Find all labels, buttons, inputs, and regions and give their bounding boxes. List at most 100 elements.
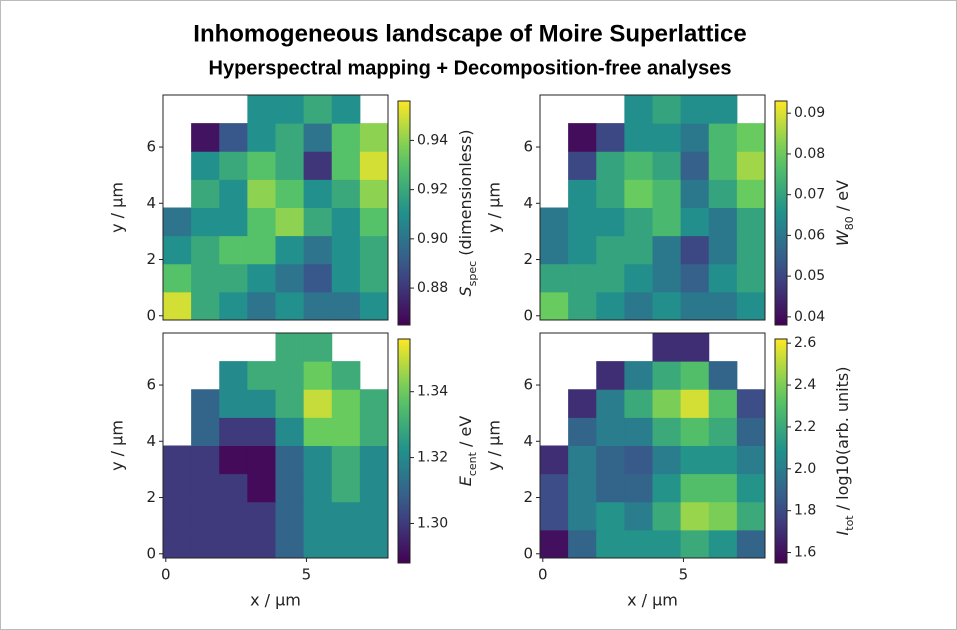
heatmap-cell xyxy=(652,235,682,265)
y-tick-label: 0 xyxy=(523,306,533,324)
heatmap-cell xyxy=(359,151,389,180)
heatmap-cell xyxy=(680,291,710,321)
heatmap-cell xyxy=(191,123,220,152)
heatmap-cell xyxy=(708,291,738,321)
y-tick-label: 2 xyxy=(146,250,156,268)
colorbar-tick-label: 1.6 xyxy=(794,545,816,561)
heatmap-cell xyxy=(736,445,766,475)
heatmap-cell xyxy=(303,389,333,418)
heatmap-cell xyxy=(736,151,766,180)
heatmap-cell xyxy=(736,501,766,531)
heatmap-cell xyxy=(596,123,625,152)
colorbar-tick-label: 2.4 xyxy=(794,377,816,393)
heatmap-cell xyxy=(359,207,389,237)
heatmap-cell xyxy=(247,473,276,503)
heatmap-cell xyxy=(303,333,333,362)
heatmap-cell xyxy=(624,445,653,475)
heatmap-cell xyxy=(331,207,361,237)
y-axis-label: y / µm xyxy=(485,420,504,471)
heatmap-cell xyxy=(680,151,710,180)
heatmap-cell xyxy=(624,417,653,446)
slide-title: Inhomogeneous landscape of Moire Superla… xyxy=(193,20,746,47)
heatmap-cell xyxy=(708,473,738,503)
heatmap-cell xyxy=(540,501,569,531)
colorbar-tick-label: 0.04 xyxy=(794,309,825,325)
y-tick-label: 6 xyxy=(146,376,156,394)
colorbar-label-main: S xyxy=(456,286,475,296)
heatmap-cell xyxy=(303,179,333,208)
heatmap-cell xyxy=(540,263,569,293)
heatmap-cell xyxy=(191,235,220,265)
y-axis-label: y / µm xyxy=(108,420,127,471)
heatmap-cell xyxy=(331,123,361,152)
heatmap-cell xyxy=(680,417,710,446)
heatmap-cell xyxy=(736,179,766,208)
heatmap-cell xyxy=(247,501,276,531)
heatmap-cell xyxy=(652,445,682,475)
heatmap-cell xyxy=(568,151,597,180)
heatmap-cell xyxy=(359,417,389,446)
heatmap-cell xyxy=(568,235,597,265)
heatmap-cell xyxy=(275,473,305,503)
colorbar-label: W80 / eV xyxy=(833,180,856,246)
heatmap-cell xyxy=(275,445,305,475)
heatmap-cell xyxy=(303,529,333,559)
heatmap-cell xyxy=(331,445,361,475)
heatmap-cell xyxy=(359,123,389,152)
heatmap-cell xyxy=(275,151,305,180)
heatmap-cell xyxy=(191,179,220,208)
plot-frame xyxy=(162,332,389,559)
heatmap-cell xyxy=(359,445,389,475)
colorbar-label-rest: / eV xyxy=(456,416,475,452)
heatmap-cell xyxy=(163,291,192,321)
heatmap-cell xyxy=(652,501,682,531)
heatmap-cell xyxy=(708,151,738,180)
heatmap-cell xyxy=(680,235,710,265)
heatmap-cell xyxy=(652,263,682,293)
colorbar-label: Ecent / eV xyxy=(456,416,479,487)
heatmap-cell xyxy=(596,389,625,418)
heatmap-cell xyxy=(219,151,248,180)
heatmap-cell xyxy=(596,361,625,390)
heatmap-cell xyxy=(708,123,738,152)
colorbar-tick-label: 0.94 xyxy=(417,132,448,148)
x-axis-label: x / µm xyxy=(250,591,301,610)
heatmap-cell xyxy=(736,235,766,265)
y-tick-label: 0 xyxy=(146,544,156,562)
heatmap-cell xyxy=(708,389,738,418)
heatmap-cell xyxy=(275,529,305,559)
heatmap-cell xyxy=(275,291,305,321)
heatmap-cell xyxy=(247,263,276,293)
heatmap-cell xyxy=(275,179,305,208)
heatmap-cell xyxy=(624,263,653,293)
colorbar-label-sub: 80 xyxy=(843,216,856,230)
heatmap-cell xyxy=(191,417,220,446)
heatmap-cell xyxy=(331,235,361,265)
heatmap-cell xyxy=(191,445,220,475)
heatmap-cell xyxy=(624,207,653,237)
heatmap-cell xyxy=(359,179,389,208)
heatmap-cell xyxy=(652,389,682,418)
heatmap-cell xyxy=(652,207,682,237)
heatmap-cell xyxy=(652,417,682,446)
colorbar xyxy=(774,100,788,326)
heatmap-cell xyxy=(680,333,710,362)
heatmap-cell xyxy=(331,361,361,390)
heatmap-cell xyxy=(652,473,682,503)
heatmap-cell xyxy=(568,291,597,321)
heatmap-cell xyxy=(247,389,276,418)
heatmap-cell xyxy=(303,151,333,180)
heatmap-cell xyxy=(359,235,389,265)
y-tick-label: 2 xyxy=(523,488,533,506)
heatmap-cell xyxy=(247,445,276,475)
heatmap-cell xyxy=(331,417,361,446)
heatmap-cell xyxy=(680,123,710,152)
y-tick-label: 2 xyxy=(146,488,156,506)
colorbar-tick-label: 0.90 xyxy=(417,231,448,247)
y-tick-label: 4 xyxy=(146,432,156,450)
colorbar-tick-label: 0.09 xyxy=(794,105,825,121)
heatmap-cell xyxy=(652,291,682,321)
colorbar-tick-label: 0.88 xyxy=(417,280,448,296)
heatmap-cell xyxy=(303,207,333,237)
